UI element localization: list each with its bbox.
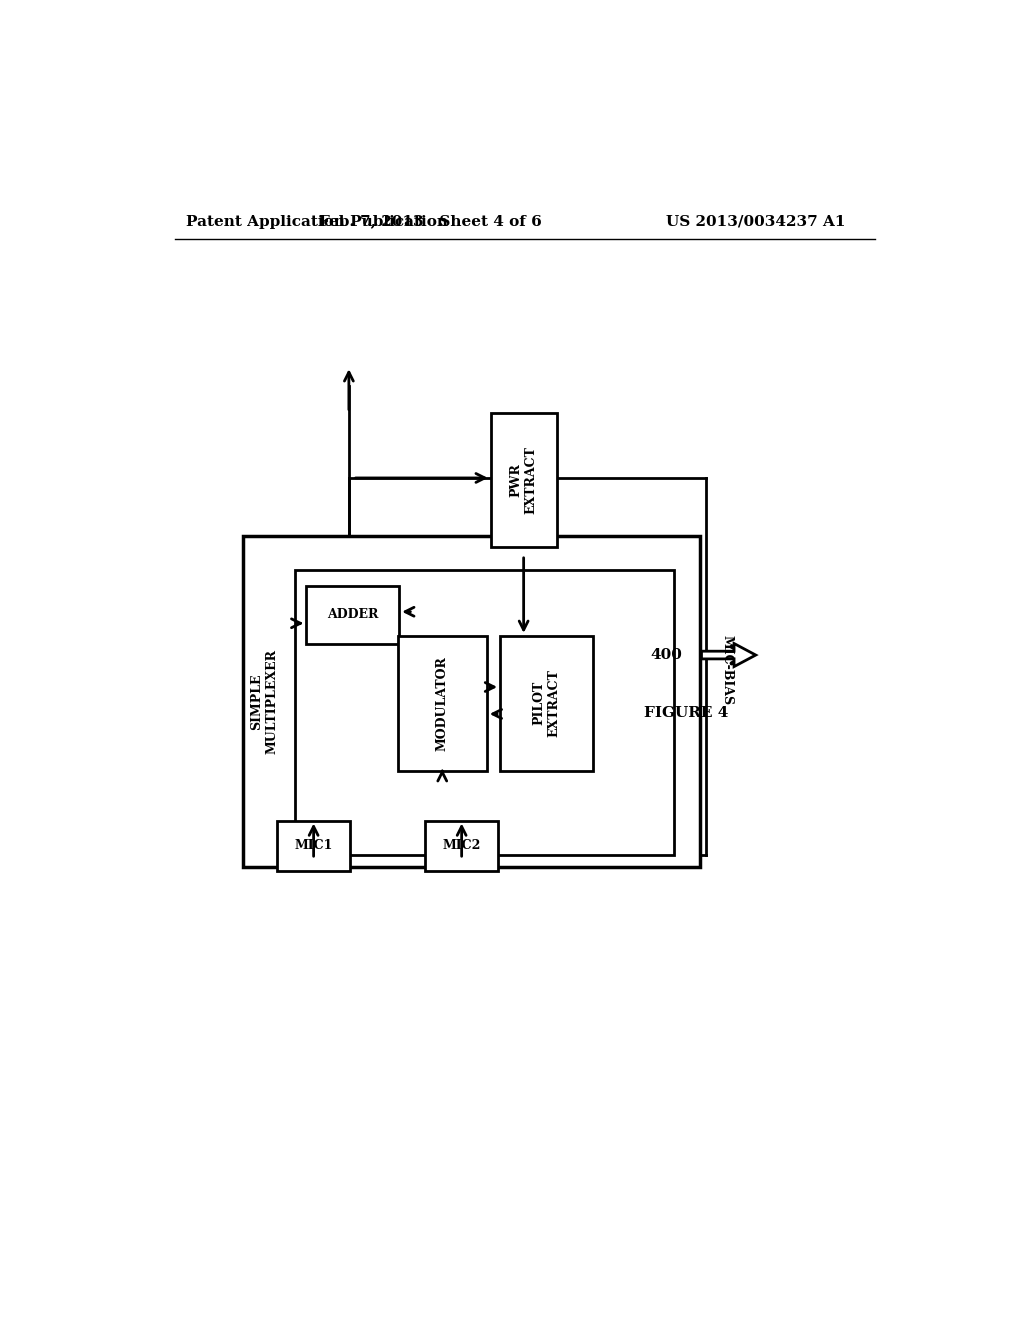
Text: MIC1: MIC1 <box>295 840 333 853</box>
FancyArrow shape <box>701 644 756 667</box>
Bar <box>425 821 499 871</box>
Text: US 2013/0034237 A1: US 2013/0034237 A1 <box>666 215 846 228</box>
Text: FIGURE 4: FIGURE 4 <box>644 706 728 719</box>
Text: Patent Application Publication: Patent Application Publication <box>186 215 449 228</box>
Text: MIC2: MIC2 <box>442 840 481 853</box>
Bar <box>397 636 486 771</box>
Text: 400: 400 <box>650 648 683 663</box>
Bar <box>500 636 593 771</box>
Bar <box>276 821 350 871</box>
Bar <box>306 586 399 644</box>
Text: SIMPLE
MULTIPLEXER: SIMPLE MULTIPLEXER <box>251 648 279 754</box>
Text: MIC-BIAS: MIC-BIAS <box>721 635 733 705</box>
Text: PILOT
EXTRACT: PILOT EXTRACT <box>532 669 560 737</box>
Bar <box>490 412 557 548</box>
Text: Feb. 7, 2013   Sheet 4 of 6: Feb. 7, 2013 Sheet 4 of 6 <box>318 215 542 228</box>
Bar <box>243 536 700 867</box>
Bar <box>295 570 675 855</box>
Text: PWR
EXTRACT: PWR EXTRACT <box>510 446 538 513</box>
Text: ADDER: ADDER <box>327 609 379 622</box>
Text: MODULATOR: MODULATOR <box>436 656 449 751</box>
